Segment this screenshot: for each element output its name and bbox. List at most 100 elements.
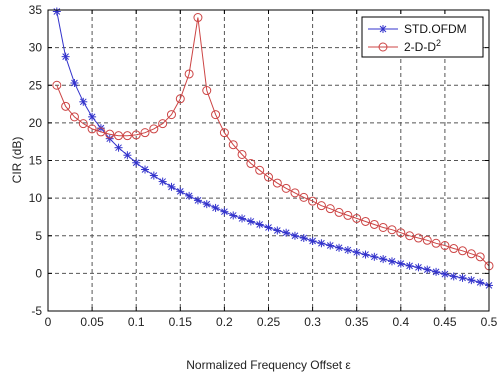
data-point	[123, 151, 132, 160]
data-point	[458, 273, 467, 282]
legend-box	[361, 16, 484, 58]
y-tick-label: 30	[29, 41, 43, 55]
data-point	[282, 228, 291, 237]
y-tick-label: 35	[29, 3, 43, 17]
data-point	[449, 272, 458, 281]
data-point	[202, 200, 211, 209]
data-point	[167, 182, 176, 191]
data-point	[114, 131, 124, 141]
data-point	[458, 246, 468, 256]
data-point	[422, 235, 432, 245]
data-point	[387, 257, 396, 266]
legend-label: STD.OFDM	[404, 22, 467, 36]
plot-frame	[47, 9, 490, 312]
data-point	[131, 130, 141, 140]
data-point	[175, 94, 185, 104]
data-point	[132, 158, 141, 167]
legend-entry-2: 2-D-D2	[368, 38, 441, 54]
data-point	[396, 259, 405, 268]
data-point	[432, 267, 441, 276]
y-tick-label: 20	[29, 116, 43, 130]
data-point	[308, 237, 317, 246]
data-point	[78, 119, 88, 129]
data-point	[281, 183, 291, 193]
data-point	[440, 241, 450, 251]
data-point	[475, 252, 485, 262]
series-1	[52, 7, 493, 290]
data-point	[255, 165, 265, 175]
data-point	[308, 196, 318, 206]
data-point	[202, 86, 212, 96]
grid	[48, 10, 489, 311]
x-tick-label: 0.35	[345, 315, 369, 329]
data-point	[69, 112, 79, 122]
x-tick-label: 0.05	[80, 315, 104, 329]
series-line	[56, 17, 490, 267]
y-ticks: -5 0 5 10 15 20 25 30 35	[29, 3, 489, 318]
y-tick-label: 25	[29, 78, 43, 92]
data-point	[317, 239, 326, 248]
data-point	[149, 171, 158, 180]
data-point	[220, 207, 229, 216]
data-point	[335, 243, 344, 252]
data-point	[140, 128, 150, 138]
y-tick-label: -5	[31, 304, 42, 318]
x-tick-label: 0	[45, 315, 52, 329]
y-axis-label: CIR (dB)	[10, 137, 24, 184]
data-point	[122, 131, 132, 141]
data-point	[414, 263, 423, 272]
data-point	[149, 124, 159, 134]
data-point	[405, 261, 414, 270]
data-point	[105, 129, 115, 139]
data-point	[185, 191, 194, 200]
series-layer	[52, 7, 494, 290]
data-point	[61, 101, 71, 111]
data-point	[343, 210, 353, 220]
data-point	[105, 134, 114, 143]
data-point	[264, 172, 273, 182]
y-tick-label: 10	[29, 191, 43, 205]
data-point	[246, 159, 256, 169]
data-point	[158, 177, 167, 186]
data-point	[211, 203, 220, 212]
data-point	[326, 241, 335, 250]
data-point	[387, 225, 397, 235]
data-point	[255, 220, 264, 229]
data-point	[316, 201, 326, 211]
data-point	[193, 196, 202, 205]
y-tick-label: 0	[35, 266, 42, 280]
x-tick-label: 0.1	[128, 315, 145, 329]
data-point	[272, 178, 282, 188]
data-point	[299, 192, 309, 202]
data-point	[361, 250, 370, 259]
data-point	[361, 216, 371, 226]
data-point	[440, 270, 449, 279]
data-point	[325, 204, 335, 214]
x-tick-label: 0.3	[304, 315, 321, 329]
data-point	[52, 7, 61, 16]
data-point	[264, 223, 273, 232]
data-point	[193, 13, 203, 23]
x-ticks: 0 0.05 0.1 0.15 0.2 0.25 0.3 0.35 0.4 0.45 0.5	[45, 10, 498, 329]
data-point	[299, 234, 308, 243]
legend-label-superscript: 2	[436, 38, 441, 48]
data-point	[176, 187, 185, 196]
data-point	[334, 207, 344, 217]
data-point	[476, 278, 485, 287]
data-point	[423, 265, 432, 274]
data-point	[273, 226, 282, 235]
x-tick-label: 0.45	[433, 315, 457, 329]
data-point	[352, 248, 361, 257]
data-point	[396, 228, 406, 238]
data-point	[379, 255, 388, 264]
legend: STD.OFDM 2-D-D2	[361, 16, 484, 58]
data-point	[369, 219, 379, 229]
data-point	[466, 249, 476, 259]
data-point	[449, 244, 459, 254]
data-point	[96, 127, 106, 137]
y-tick-label: 5	[35, 229, 42, 243]
legend-marker	[379, 25, 387, 33]
data-point	[352, 213, 362, 223]
x-tick-label: 0.5	[481, 315, 498, 329]
